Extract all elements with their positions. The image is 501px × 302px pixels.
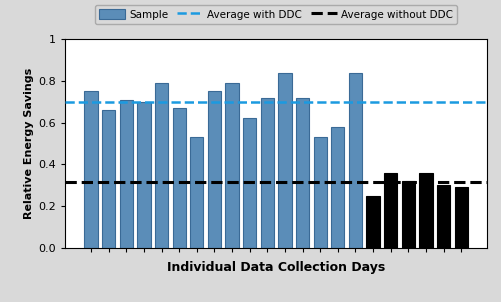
Y-axis label: Relative Energy Savings: Relative Energy Savings [24,68,34,219]
Bar [260,98,274,248]
Bar [348,72,361,248]
Bar [137,102,150,248]
Bar [331,127,344,248]
Bar [119,100,133,248]
Bar [207,91,220,248]
Bar [242,118,256,248]
Bar [190,137,203,248]
Bar [172,108,185,248]
Bar [313,137,326,248]
X-axis label: Individual Data Collection Days: Individual Data Collection Days [167,261,384,274]
Bar [278,72,291,248]
Bar [453,187,467,248]
Bar [84,91,98,248]
Bar [295,98,309,248]
Bar [366,196,379,248]
Bar [225,83,238,248]
Bar [401,181,414,248]
Bar [436,185,449,248]
Legend: Sample, Average with DDC, Average without DDC: Sample, Average with DDC, Average withou… [95,5,456,24]
Bar [383,173,396,248]
Bar [102,110,115,248]
Bar [418,173,432,248]
Bar [155,83,168,248]
